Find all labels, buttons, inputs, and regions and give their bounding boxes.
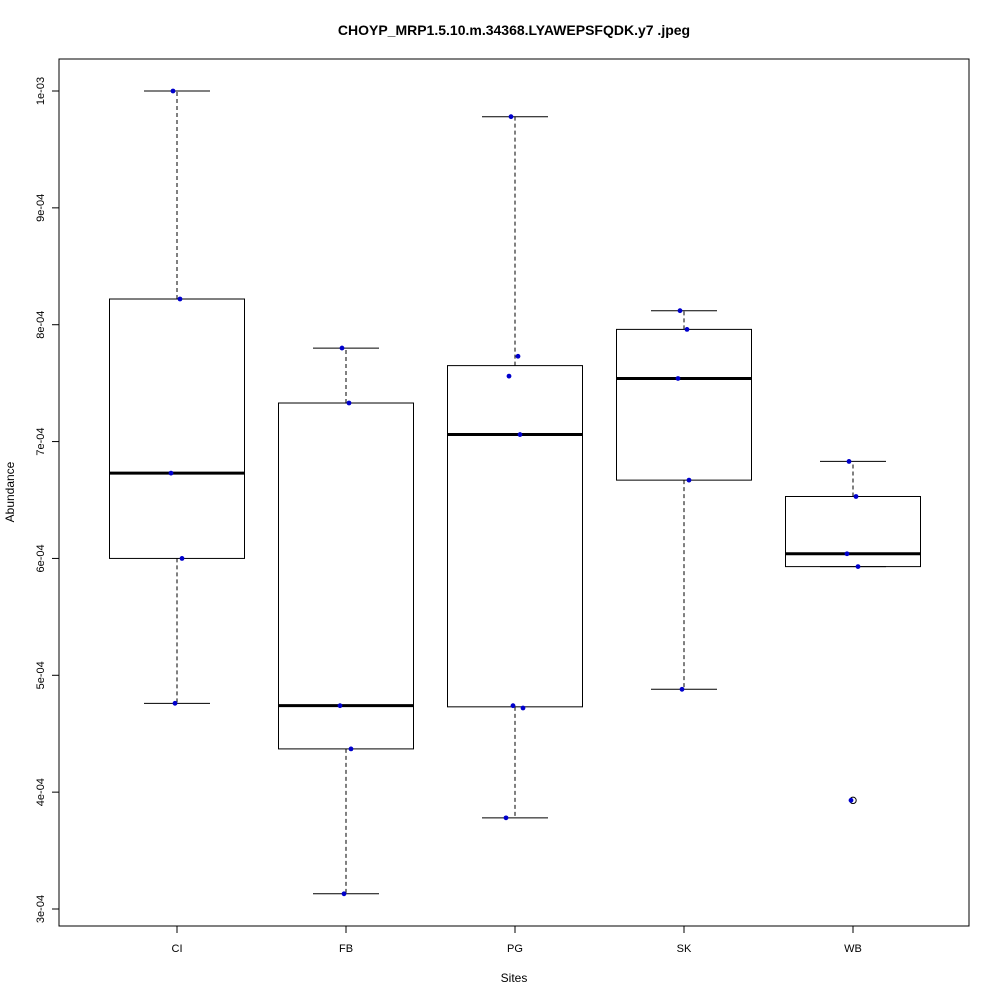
data-point [686,477,692,483]
box-pg [447,114,583,821]
box-ci [109,88,245,706]
x-tick-label: SK [677,943,692,955]
box-iqr [616,328,752,481]
data-point [508,114,514,120]
chart-title: CHOYP_MRP1.5.10.m.34368.LYAWEPSFQDK.y7 .… [338,22,690,38]
box-series [109,88,921,897]
data-point [844,551,850,557]
data-point [503,815,509,821]
box-sk [616,308,752,692]
y-tick-label: 4e-04 [35,778,47,806]
y-tick-label: 5e-04 [35,661,47,689]
box-fb [278,345,414,897]
data-point [170,88,176,94]
x-tick-label: WB [844,943,862,955]
data-point [510,703,516,709]
box-wb [785,459,921,805]
data-point [341,891,347,897]
data-point [848,797,854,803]
data-point [337,703,343,709]
data-point [853,494,859,499]
box-iqr [785,495,921,568]
data-point [506,373,512,379]
data-point [172,700,178,706]
x-axis-label: Sites [501,971,528,985]
data-point [677,308,683,314]
data-point [517,432,523,437]
data-point [679,686,685,692]
y-tick-label: 1e-03 [35,77,47,105]
y-tick-label: 7e-04 [35,428,47,456]
data-point [846,459,852,464]
data-point [520,705,526,711]
data-point [168,470,174,476]
data-point [515,353,521,359]
data-point [348,746,354,752]
plot-frame [58,58,970,927]
data-point [684,326,690,332]
box-iqr [447,365,583,708]
x-axis: CI FB PG SK WB [172,925,862,955]
x-tick-label: FB [339,943,353,955]
data-point [855,564,861,570]
y-tick-label: 6e-04 [35,544,47,572]
y-tick-label: 9e-04 [35,194,47,222]
data-point [339,345,345,351]
x-tick-label: CI [172,943,183,955]
box-iqr [109,298,245,559]
y-axis-label: Abundance [3,461,17,522]
data-point [179,556,185,561]
box-iqr [278,402,414,750]
data-point [177,296,183,302]
y-axis: 3e-04 4e-04 5e-04 6e-04 7e-04 8e-04 9e-04 1e-03 [35,77,60,923]
data-point [675,376,681,381]
data-point [346,400,352,406]
y-tick-label: 8e-04 [35,311,47,339]
y-tick-label: 3e-04 [35,895,47,923]
x-tick-label: PG [507,943,523,955]
